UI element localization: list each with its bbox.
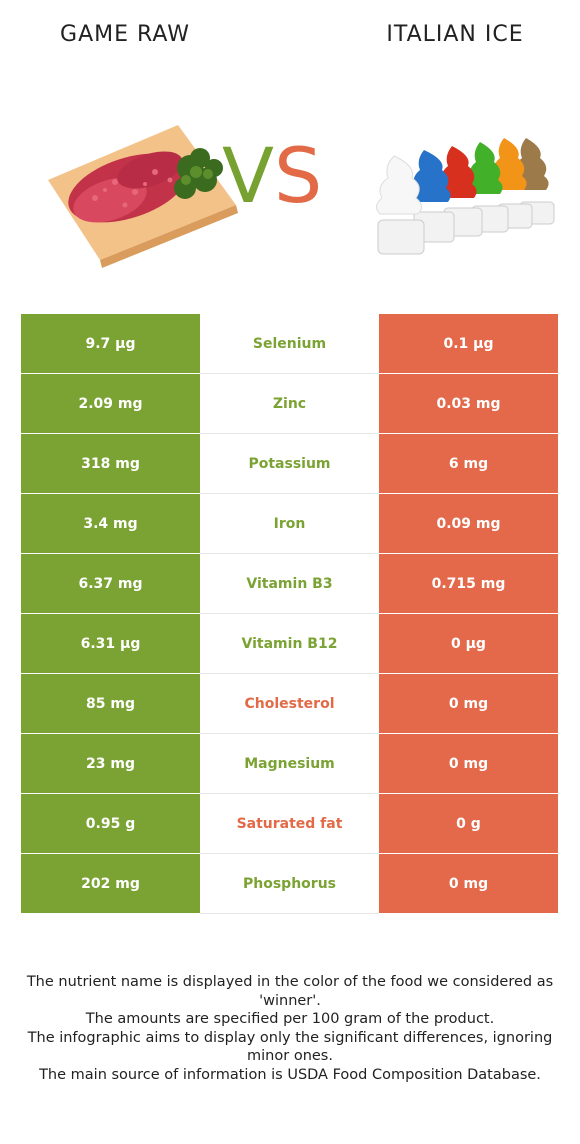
nutrient-name: Iron [200, 493, 379, 554]
table-row: 6.37 mg Vitamin B3 0.715 mg [21, 553, 558, 614]
comparison-table: 9.7 µg Selenium 0.1 µg 2.09 mg Zinc 0.03 mg 31… [21, 314, 558, 914]
left-value: 23 mg [21, 733, 200, 794]
right-value: 0 mg [379, 733, 558, 794]
right-value: 0 g [379, 793, 558, 854]
left-value: 9.7 µg [21, 314, 200, 374]
footer-line: The nutrient name is displayed in the co… [26, 974, 554, 1009]
left-value: 6.37 mg [21, 553, 200, 614]
vs-label: VS [222, 138, 322, 214]
footer-line: The amounts are specified per 100 gram o… [85, 1011, 495, 1027]
table-row: 85 mg Cholesterol 0 mg [21, 673, 558, 734]
nutrient-name: Phosphorus [200, 853, 379, 914]
right-value: 0 µg [379, 613, 558, 674]
footer-line: The main source of information is USDA F… [39, 1066, 541, 1083]
nutrient-name: Magnesium [200, 733, 379, 794]
table-row: 202 mg Phosphorus 0 mg [21, 853, 558, 914]
right-value: 0.09 mg [379, 493, 558, 554]
right-value: 0.715 mg [379, 553, 558, 614]
italian-ice-image [376, 138, 555, 255]
nutrient-name: Zinc [200, 373, 379, 434]
right-value: 0.1 µg [379, 314, 558, 374]
right-value: 0 mg [379, 853, 558, 914]
left-value: 85 mg [21, 673, 200, 734]
table-row: 23 mg Magnesium 0 mg [21, 733, 558, 794]
left-value: 2.09 mg [21, 373, 200, 434]
left-value: 318 mg [21, 433, 200, 494]
right-food-title: ITALIAN ICE [386, 22, 524, 47]
right-value: 0.03 mg [379, 373, 558, 434]
table-row: 6.31 µg Vitamin B12 0 µg [21, 613, 558, 674]
footer-line: The infographic aims to display only the… [27, 1029, 553, 1065]
nutrient-name: Vitamin B12 [200, 613, 379, 674]
vs-letter-v: V [222, 131, 274, 220]
vs-letter-s: S [274, 131, 323, 220]
nutrient-name: Potassium [200, 433, 379, 494]
left-value: 6.31 µg [21, 613, 200, 674]
table-row: 0.95 g Saturated fat 0 g [21, 793, 558, 854]
right-value: 0 mg [379, 673, 558, 734]
nutrient-name: Vitamin B3 [200, 553, 379, 614]
left-value: 3.4 mg [21, 493, 200, 554]
right-value: 6 mg [379, 433, 558, 494]
table-row: 318 mg Potassium 6 mg [21, 433, 558, 494]
hero-images [48, 125, 555, 268]
nutrient-name: Cholesterol [200, 673, 379, 734]
nutrient-name: Saturated fat [200, 793, 379, 854]
left-food-title: GAME RAW [60, 22, 190, 47]
table-row: 3.4 mg Iron 0.09 mg [21, 493, 558, 554]
table-row: 2.09 mg Zinc 0.03 mg [21, 373, 558, 434]
nutrient-name: Selenium [200, 314, 379, 374]
table-row: 9.7 µg Selenium 0.1 µg [21, 314, 558, 374]
left-value: 202 mg [21, 853, 200, 914]
left-value: 0.95 g [21, 793, 200, 854]
footer-notes: The nutrient name is displayed in the co… [14, 973, 566, 1084]
ground-meat-image [48, 125, 238, 268]
